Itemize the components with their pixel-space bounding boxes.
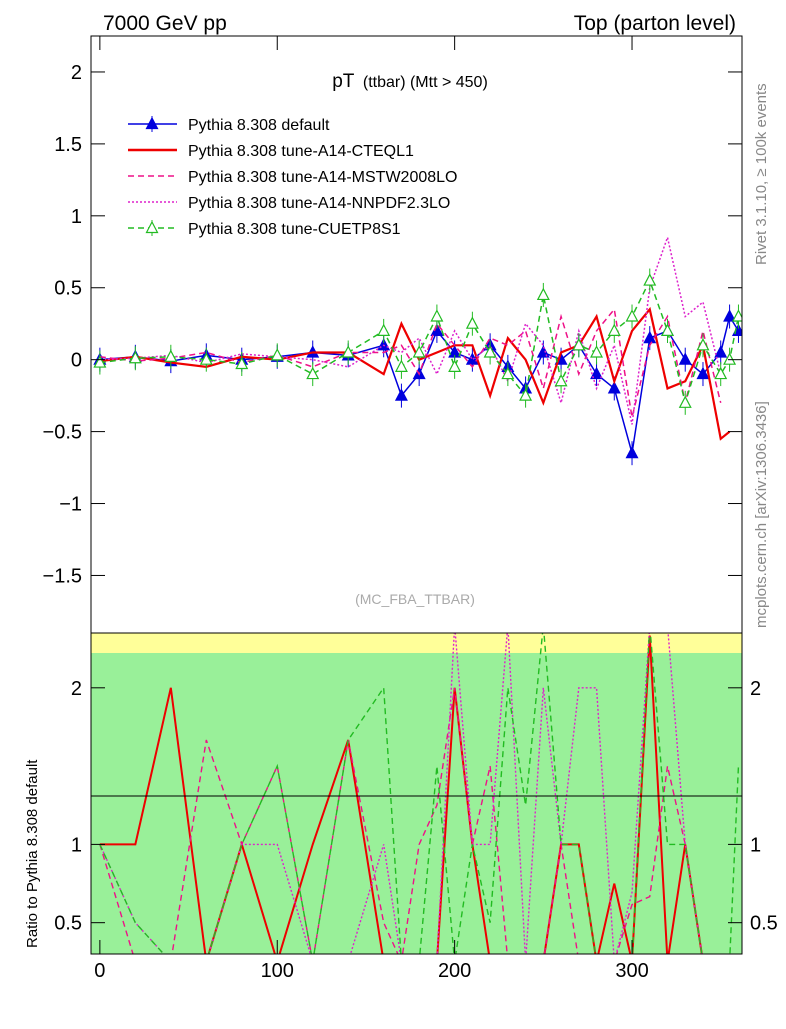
main-y-tick-label: 2 bbox=[71, 62, 82, 84]
data-point bbox=[696, 366, 710, 380]
data-point bbox=[341, 345, 355, 358]
data-point bbox=[377, 323, 391, 337]
main-y-tick-label: −1 bbox=[59, 494, 82, 516]
data-point bbox=[607, 381, 621, 394]
data-point bbox=[554, 373, 568, 387]
data-point bbox=[128, 350, 142, 364]
data-point bbox=[501, 366, 515, 380]
chart-title: pT (ttbar) (Mtt > 450) bbox=[332, 71, 488, 92]
data-point bbox=[235, 356, 249, 370]
data-point bbox=[483, 345, 497, 358]
data-point bbox=[696, 337, 710, 351]
legend-label: Pythia 8.308 tune-A14-MSTW2008LO bbox=[188, 169, 457, 186]
ratio-uncertainty-band bbox=[91, 633, 742, 954]
mcplots-label: mcplots.cern.ch [arXiv:1306.3436] bbox=[753, 401, 770, 628]
data-point bbox=[661, 323, 674, 337]
ratio-y-tick-label: 1 bbox=[71, 834, 82, 856]
series-line-4 bbox=[99, 278, 740, 406]
axis-ticks: 2 1.5 1 0.5 0 −0.5 −1 −1.5 2 2 1 1 0.5 0.5 0 100 200 300 bbox=[43, 36, 778, 982]
data-point bbox=[199, 352, 213, 365]
ratio-y-tick-label-right: 1 bbox=[750, 834, 761, 856]
data-point bbox=[625, 445, 639, 459]
data-point bbox=[572, 337, 586, 351]
process-label: Top (parton level) bbox=[574, 12, 736, 35]
ratio-y-tick-label-right: 0.5 bbox=[750, 913, 778, 935]
data-point bbox=[643, 273, 657, 286]
legend-label: Pythia 8.308 default bbox=[188, 117, 330, 134]
series-line-3 bbox=[99, 234, 722, 425]
data-point bbox=[731, 309, 742, 322]
data-point bbox=[714, 366, 728, 380]
rivet-label: Rivet 3.1.10, ≥ 100k events bbox=[753, 83, 770, 265]
data-point bbox=[625, 309, 639, 322]
ratio-line-1 bbox=[99, 635, 703, 954]
data-point bbox=[723, 352, 737, 365]
ratio-y-tick-label-right: 2 bbox=[750, 678, 761, 700]
ratio-y-tick-label: 0.5 bbox=[54, 913, 82, 935]
data-point bbox=[590, 366, 604, 380]
data-point bbox=[270, 348, 284, 361]
ratio-ylabel: Ratio to Pythia 8.308 default bbox=[24, 759, 41, 948]
data-point bbox=[394, 359, 408, 372]
data-point bbox=[536, 287, 550, 301]
ratio-plot-series bbox=[99, 633, 740, 954]
ratio-frame bbox=[90, 632, 743, 955]
data-point bbox=[465, 352, 479, 365]
data-point bbox=[678, 352, 692, 365]
x-tick-label: 300 bbox=[615, 960, 648, 982]
data-point bbox=[306, 366, 320, 380]
data-point bbox=[590, 345, 604, 358]
series-line-2 bbox=[99, 307, 722, 418]
energy-label: 7000 GeV pp bbox=[103, 12, 227, 35]
data-point bbox=[394, 388, 408, 401]
ratio-line-4 bbox=[99, 633, 740, 954]
data-point bbox=[714, 345, 728, 358]
main-y-tick-label: −0.5 bbox=[43, 422, 82, 444]
main-y-tick-label: 0 bbox=[71, 350, 82, 372]
ratio-line-3 bbox=[99, 633, 703, 954]
x-tick-label: 100 bbox=[261, 960, 294, 982]
data-point bbox=[643, 330, 657, 344]
series-line-1 bbox=[99, 306, 731, 441]
legend-label: Pythia 8.308 tune-A14-CTEQL1 bbox=[188, 143, 414, 160]
data-point bbox=[448, 359, 462, 372]
main-plot-series bbox=[93, 234, 742, 466]
ratio-line-2 bbox=[99, 687, 703, 954]
data-point bbox=[465, 316, 479, 329]
main-y-tick-label: 0.5 bbox=[54, 278, 82, 300]
analysis-tag: (MC_FBA_TTBAR) bbox=[355, 591, 475, 607]
data-point bbox=[678, 395, 692, 408]
main-y-tick-label: 1.5 bbox=[54, 134, 82, 156]
data-point bbox=[412, 345, 426, 358]
data-point bbox=[430, 309, 444, 322]
main-y-tick-label: 1 bbox=[71, 206, 82, 228]
data-point bbox=[723, 309, 737, 322]
ratio-y-tick-label: 2 bbox=[71, 678, 82, 700]
main-y-tick-label: −1.5 bbox=[43, 565, 82, 587]
legend-label: Pythia 8.308 tune-A14-NNPDF2.3LO bbox=[188, 195, 450, 212]
legend-marker bbox=[145, 220, 159, 234]
legend-marker bbox=[145, 116, 159, 130]
x-tick-label: 0 bbox=[94, 960, 105, 982]
band-green bbox=[91, 653, 742, 954]
legend: Pythia 8.308 default Pythia 8.308 tune-A1… bbox=[128, 116, 457, 238]
data-point bbox=[519, 388, 533, 401]
data-point bbox=[164, 349, 178, 362]
x-tick-label: 200 bbox=[438, 960, 471, 982]
data-point bbox=[93, 355, 107, 368]
legend-label: Pythia 8.308 tune-CUETP8S1 bbox=[188, 221, 401, 238]
data-point bbox=[607, 323, 621, 337]
